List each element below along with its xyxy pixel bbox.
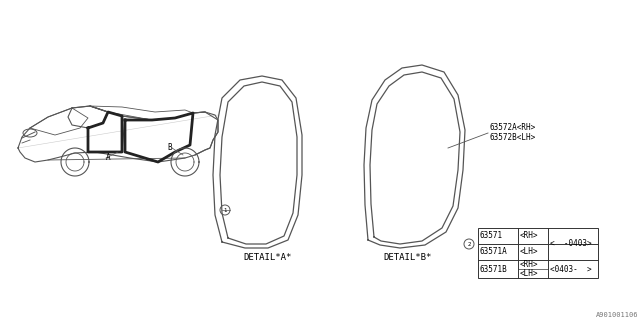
Text: 1: 1 xyxy=(223,207,227,212)
Text: <  -0403>: < -0403> xyxy=(550,239,591,249)
Text: A901001106: A901001106 xyxy=(595,312,638,318)
Text: 2: 2 xyxy=(467,242,471,246)
Text: A: A xyxy=(106,154,110,163)
Text: <LH>: <LH> xyxy=(520,269,538,278)
Bar xyxy=(478,228,598,278)
Text: <LH>: <LH> xyxy=(520,247,538,257)
Text: 63572A<RH>: 63572A<RH> xyxy=(490,123,536,132)
Text: 63571A: 63571A xyxy=(480,247,508,257)
Text: 63572B<LH>: 63572B<LH> xyxy=(490,133,536,142)
Text: DETAIL*A*: DETAIL*A* xyxy=(244,252,292,261)
Text: <RH>: <RH> xyxy=(520,260,538,269)
Text: <0403-  >: <0403- > xyxy=(550,265,591,274)
Text: 63571: 63571 xyxy=(480,231,503,241)
Text: <RH>: <RH> xyxy=(520,231,538,241)
Text: DETAIL*B*: DETAIL*B* xyxy=(384,252,432,261)
Text: 63571B: 63571B xyxy=(480,265,508,274)
Text: B: B xyxy=(168,143,172,153)
